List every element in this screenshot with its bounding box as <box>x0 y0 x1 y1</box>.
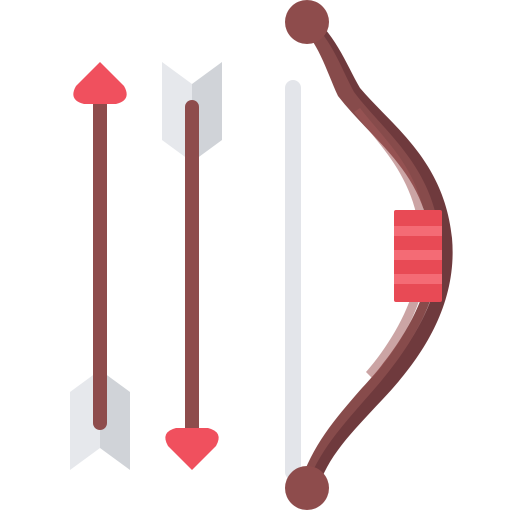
arrow-middle-heart-tip <box>165 428 219 470</box>
bow-grip-band-2 <box>394 250 442 260</box>
arrow-middle-fletching <box>162 62 222 162</box>
bow-grip-band-3 <box>394 274 442 284</box>
bow-limb-highlight <box>354 108 429 378</box>
arrow-left <box>70 62 130 470</box>
bow-string <box>285 80 301 480</box>
bow-top-knob <box>285 0 329 44</box>
arrow-left-shaft <box>93 92 107 430</box>
arrow-middle-feather-left <box>162 62 192 162</box>
arrow-left-heart-tip <box>73 62 127 104</box>
bow <box>285 0 453 510</box>
bow-grip <box>394 210 442 302</box>
bow-bottom-knob <box>285 466 329 510</box>
arrow-middle-shaft <box>185 100 199 440</box>
arrow-left-feather-left <box>70 370 100 470</box>
bow-limb-back <box>296 12 453 490</box>
arrow-middle-feather-right <box>192 62 222 162</box>
arrow-left-fletching <box>70 370 130 470</box>
bow-limb-front <box>296 16 441 488</box>
bow-grip-band-1 <box>394 226 442 236</box>
arrow-middle <box>162 62 222 470</box>
arrow-left-feather-right <box>100 370 130 470</box>
